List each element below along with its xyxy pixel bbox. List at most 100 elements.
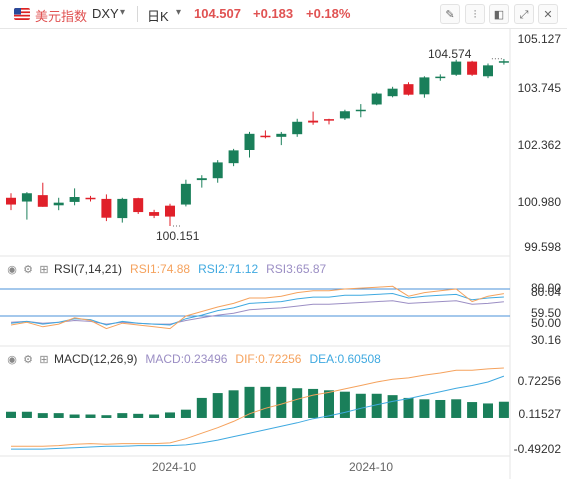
macd-histogram-bar	[419, 399, 430, 418]
macd-histogram-bar	[196, 397, 207, 418]
header-divider	[137, 6, 138, 22]
candle-body	[260, 135, 271, 138]
fullscreen-icon[interactable]: ⤢	[514, 4, 534, 24]
candle-body	[467, 61, 478, 75]
price-axis-label: 102.362	[517, 138, 561, 152]
dea-line	[11, 375, 505, 450]
collapse-icon[interactable]: ⊞	[39, 263, 49, 276]
macd-histogram-bar	[498, 401, 509, 418]
macd-histogram-bar	[6, 411, 16, 418]
rsi1-value: RSI1:74.88	[130, 262, 191, 276]
eye-icon[interactable]: ◉	[7, 353, 17, 366]
candle-body	[483, 65, 493, 77]
date-axis-label: 2024-10	[152, 460, 197, 474]
candle-body	[196, 178, 207, 181]
close-icon[interactable]: ✕	[538, 4, 558, 24]
macd-histogram-bar	[387, 395, 398, 418]
candle-body	[37, 195, 48, 207]
macd-histogram-bar	[467, 402, 478, 418]
high-annotation: 104.574	[428, 47, 472, 61]
candle-body	[101, 198, 112, 218]
candle-body	[117, 198, 128, 219]
macd-histogram-bar	[403, 397, 414, 418]
macd-histogram-bar	[260, 386, 271, 418]
candle-body	[244, 133, 255, 150]
period-selector[interactable]: 日K	[147, 9, 169, 24]
dif-value: DIF:0.72256	[235, 352, 302, 366]
candle-body	[85, 197, 96, 200]
rsi-axis-label: 30.16	[530, 333, 561, 347]
date-axis-label: 2024-10	[349, 460, 394, 474]
candle-body	[53, 202, 64, 206]
collapse-icon[interactable]: ⊞	[39, 353, 49, 366]
candle-body	[308, 120, 319, 123]
candle-body	[339, 111, 350, 119]
macd-histogram-bar	[21, 411, 32, 418]
instrument-name[interactable]: 美元指数	[35, 9, 88, 24]
macd-label: MACD(12,26,9)	[54, 352, 138, 366]
candle-body	[451, 61, 462, 75]
ticker-symbol[interactable]: DXY	[92, 6, 119, 21]
candle-body	[69, 197, 80, 202]
macd-histogram-bar	[69, 414, 80, 418]
candle-body	[403, 84, 414, 95]
rsi3-line	[10, 300, 504, 325]
candle-body	[149, 212, 160, 216]
gear-icon[interactable]: ⚙	[23, 263, 33, 276]
rsi-axis-label: 50.00	[530, 316, 561, 330]
macd-axis-label: -0.49202	[513, 442, 561, 456]
macd-histogram-bar	[435, 399, 446, 418]
candle-body	[276, 133, 287, 137]
candle-body	[133, 198, 144, 213]
candle-body	[21, 193, 32, 202]
paint-icon[interactable]: ◧	[489, 4, 509, 24]
macd-histogram-bar	[371, 393, 382, 418]
eye-icon[interactable]: ◉	[7, 263, 17, 276]
macd-histogram-bar	[324, 390, 334, 418]
macd-histogram-bar	[292, 388, 303, 418]
rsi-axis-label: 80.00	[530, 281, 561, 295]
candle-body	[292, 121, 303, 135]
rsi2-value: RSI2:71.12	[198, 262, 259, 276]
candle-body	[371, 93, 382, 105]
macd-histogram-bar	[165, 412, 175, 418]
gear-icon[interactable]: ⚙	[23, 353, 33, 366]
candle-body	[324, 119, 334, 121]
macd-histogram-bar	[355, 393, 366, 418]
candle-body	[387, 88, 398, 97]
rsi3-value: RSI3:65.87	[266, 262, 327, 276]
macd-histogram-bar	[117, 413, 128, 418]
price-axis-label: 103.745	[517, 81, 561, 95]
macd-legend: ◉ ⚙ ⊞ MACD(12,26,9) MACD:0.23496 DIF:0.72256 D…	[6, 351, 389, 367]
macd-axis-label: 0.72256	[517, 374, 561, 388]
macd-histogram-bar	[244, 386, 255, 418]
macd-histogram-bar	[339, 391, 350, 418]
dea-value: DEA:0.60508	[309, 352, 381, 366]
price-change-percent: +0.18%	[306, 6, 351, 21]
candle-body	[355, 109, 366, 112]
macd-histogram-bar	[37, 413, 48, 418]
macd-histogram-bar	[483, 403, 493, 418]
macd-histogram-bar	[308, 388, 319, 418]
period-chevron-down-icon[interactable]: ▾	[176, 7, 182, 18]
candle-body	[419, 77, 430, 95]
chevron-down-icon[interactable]: ▾	[120, 7, 126, 18]
rsi-axis-label: 59.50	[530, 306, 561, 320]
macd-histogram-bar	[451, 399, 462, 418]
candle-body	[498, 61, 509, 63]
draw-icon[interactable]: ✎	[440, 4, 460, 24]
rsi2-line	[10, 292, 504, 326]
macd-histogram-bar	[180, 409, 191, 418]
indicator-icon[interactable]: ⫶	[465, 4, 485, 24]
price-axis-label: 99.598	[524, 240, 561, 254]
rsi-axis-label: 80.04	[530, 285, 561, 299]
low-annotation: 100.151	[156, 229, 200, 243]
macd-histogram-bar	[149, 414, 160, 418]
macd-value: MACD:0.23496	[145, 352, 228, 366]
us-flag-icon	[14, 8, 30, 20]
rsi-legend: ◉ ⚙ ⊞ RSI(7,14,21) RSI1:74.88 RSI2:71.12 RSI3:…	[6, 261, 334, 277]
price-axis-label: 100.980	[517, 195, 561, 209]
candle-body	[6, 197, 16, 205]
candle-body	[435, 76, 446, 79]
